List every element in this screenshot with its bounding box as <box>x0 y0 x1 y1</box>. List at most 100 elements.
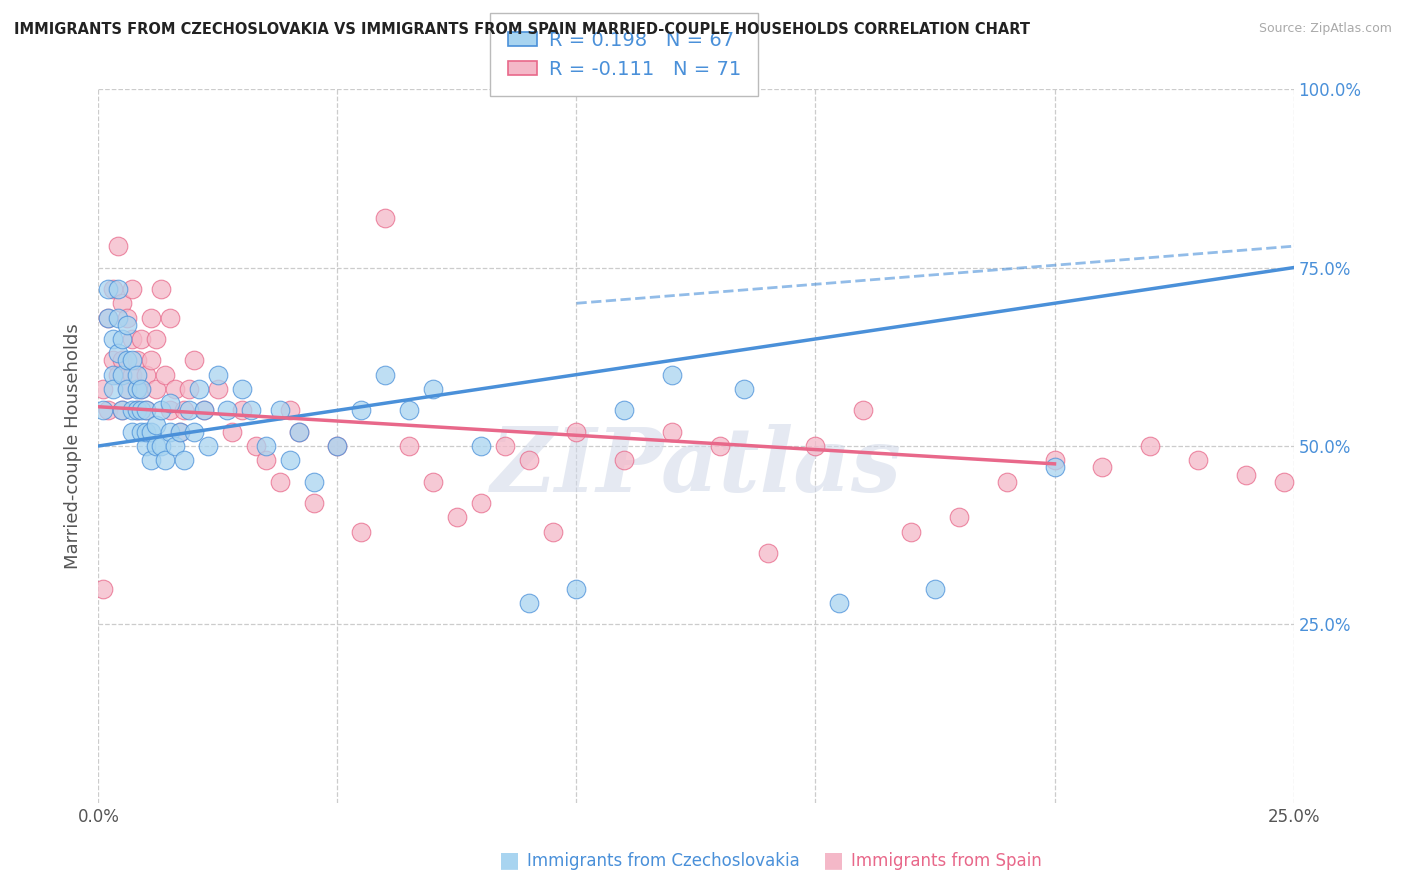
Point <box>125 382 148 396</box>
Text: Immigrants from Spain: Immigrants from Spain <box>851 852 1042 870</box>
Point <box>131 382 153 396</box>
Point <box>101 332 124 346</box>
Point <box>278 453 301 467</box>
Point <box>131 425 153 439</box>
Point <box>135 403 157 417</box>
Point <box>97 310 120 325</box>
Point <box>145 382 167 396</box>
Point <box>139 353 162 368</box>
Point <box>709 439 731 453</box>
Point <box>541 524 564 539</box>
Point <box>135 403 157 417</box>
Point <box>1187 453 1209 467</box>
Point <box>97 403 120 417</box>
Point <box>101 382 124 396</box>
Point <box>661 368 683 382</box>
Point <box>107 346 129 360</box>
Point <box>121 332 143 346</box>
Point <box>217 403 239 417</box>
Point <box>470 439 492 453</box>
Point <box>613 403 636 417</box>
Point <box>565 582 588 596</box>
Point <box>159 396 181 410</box>
Point <box>828 596 851 610</box>
Point <box>350 524 373 539</box>
Text: ■: ■ <box>499 850 520 870</box>
Point <box>155 368 177 382</box>
Point <box>115 382 138 396</box>
Point <box>125 403 148 417</box>
Point <box>193 403 215 417</box>
Point <box>302 496 325 510</box>
Point <box>422 382 444 396</box>
Point <box>179 403 201 417</box>
Point <box>125 353 148 368</box>
Point <box>91 382 114 396</box>
Point <box>733 382 755 396</box>
Point <box>179 382 201 396</box>
Point <box>374 368 396 382</box>
Point <box>995 475 1018 489</box>
Point <box>1043 453 1066 467</box>
Point <box>111 296 134 310</box>
Point <box>173 453 195 467</box>
Point <box>278 403 301 417</box>
Point <box>145 439 167 453</box>
Point <box>101 353 124 368</box>
Point <box>97 310 120 325</box>
Point <box>231 382 253 396</box>
Point <box>125 403 148 417</box>
Point <box>661 425 683 439</box>
Point <box>187 382 209 396</box>
Point <box>163 439 186 453</box>
Point <box>115 382 138 396</box>
Text: ■: ■ <box>823 850 844 870</box>
Point <box>613 453 636 467</box>
Point <box>169 425 191 439</box>
Point <box>1234 467 1257 482</box>
Point <box>517 596 540 610</box>
Point <box>125 368 148 382</box>
Point <box>269 403 291 417</box>
Point <box>121 403 143 417</box>
Point <box>107 310 129 325</box>
Point <box>804 439 827 453</box>
Point <box>139 425 162 439</box>
Text: IMMIGRANTS FROM CZECHOSLOVAKIA VS IMMIGRANTS FROM SPAIN MARRIED-COUPLE HOUSEHOLD: IMMIGRANTS FROM CZECHOSLOVAKIA VS IMMIGR… <box>14 22 1031 37</box>
Point <box>756 546 779 560</box>
Point <box>288 425 311 439</box>
Point <box>135 439 157 453</box>
Point <box>115 318 138 332</box>
Point <box>131 403 153 417</box>
Point <box>221 425 243 439</box>
Point <box>145 332 167 346</box>
Point <box>254 453 277 467</box>
Point <box>565 425 588 439</box>
Point <box>135 425 157 439</box>
Point <box>149 403 172 417</box>
Point <box>115 310 138 325</box>
Point <box>131 382 153 396</box>
Point <box>269 475 291 489</box>
Point <box>422 475 444 489</box>
Point <box>115 353 138 368</box>
Point <box>159 403 181 417</box>
Text: Source: ZipAtlas.com: Source: ZipAtlas.com <box>1258 22 1392 36</box>
Point <box>97 282 120 296</box>
Point <box>207 368 229 382</box>
Point <box>197 439 219 453</box>
Point <box>374 211 396 225</box>
Point <box>1043 460 1066 475</box>
Point <box>139 310 162 325</box>
Point <box>155 453 177 467</box>
Point <box>111 403 134 417</box>
Point <box>91 582 114 596</box>
Point <box>121 282 143 296</box>
Point <box>173 403 195 417</box>
Point <box>121 425 143 439</box>
Point <box>163 382 186 396</box>
Point <box>149 282 172 296</box>
Point <box>245 439 267 453</box>
Point <box>135 368 157 382</box>
Point <box>149 439 172 453</box>
